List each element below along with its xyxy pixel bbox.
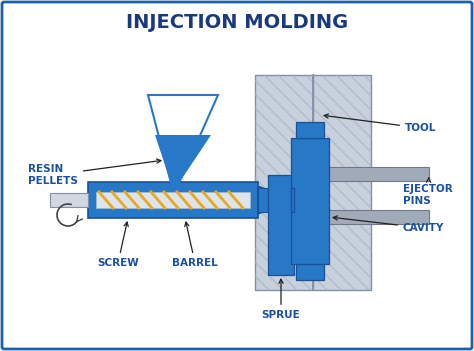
Text: INJECTION MOLDING: INJECTION MOLDING: [126, 13, 348, 32]
Bar: [96, 192, 250, 208]
Text: RESIN
PELLETS: RESIN PELLETS: [28, 159, 161, 186]
Bar: [313, 75, 371, 290]
Text: EJECTOR
PINS: EJECTOR PINS: [403, 178, 453, 206]
Bar: [50, 193, 88, 207]
Bar: [88, 182, 258, 218]
Bar: [268, 175, 294, 275]
Polygon shape: [148, 95, 218, 183]
Bar: [329, 210, 429, 224]
Text: CAVITY: CAVITY: [333, 216, 444, 233]
Polygon shape: [155, 135, 211, 183]
Text: TOOL: TOOL: [324, 114, 437, 133]
Bar: [291, 138, 329, 264]
Text: BARREL: BARREL: [172, 222, 218, 268]
Polygon shape: [258, 186, 268, 214]
Bar: [255, 75, 313, 290]
Bar: [296, 264, 324, 280]
Text: SCREW: SCREW: [97, 222, 139, 268]
Bar: [329, 167, 429, 181]
Bar: [258, 188, 268, 212]
Bar: [296, 122, 324, 138]
Text: SPRUE: SPRUE: [262, 279, 301, 320]
Bar: [291, 188, 294, 212]
